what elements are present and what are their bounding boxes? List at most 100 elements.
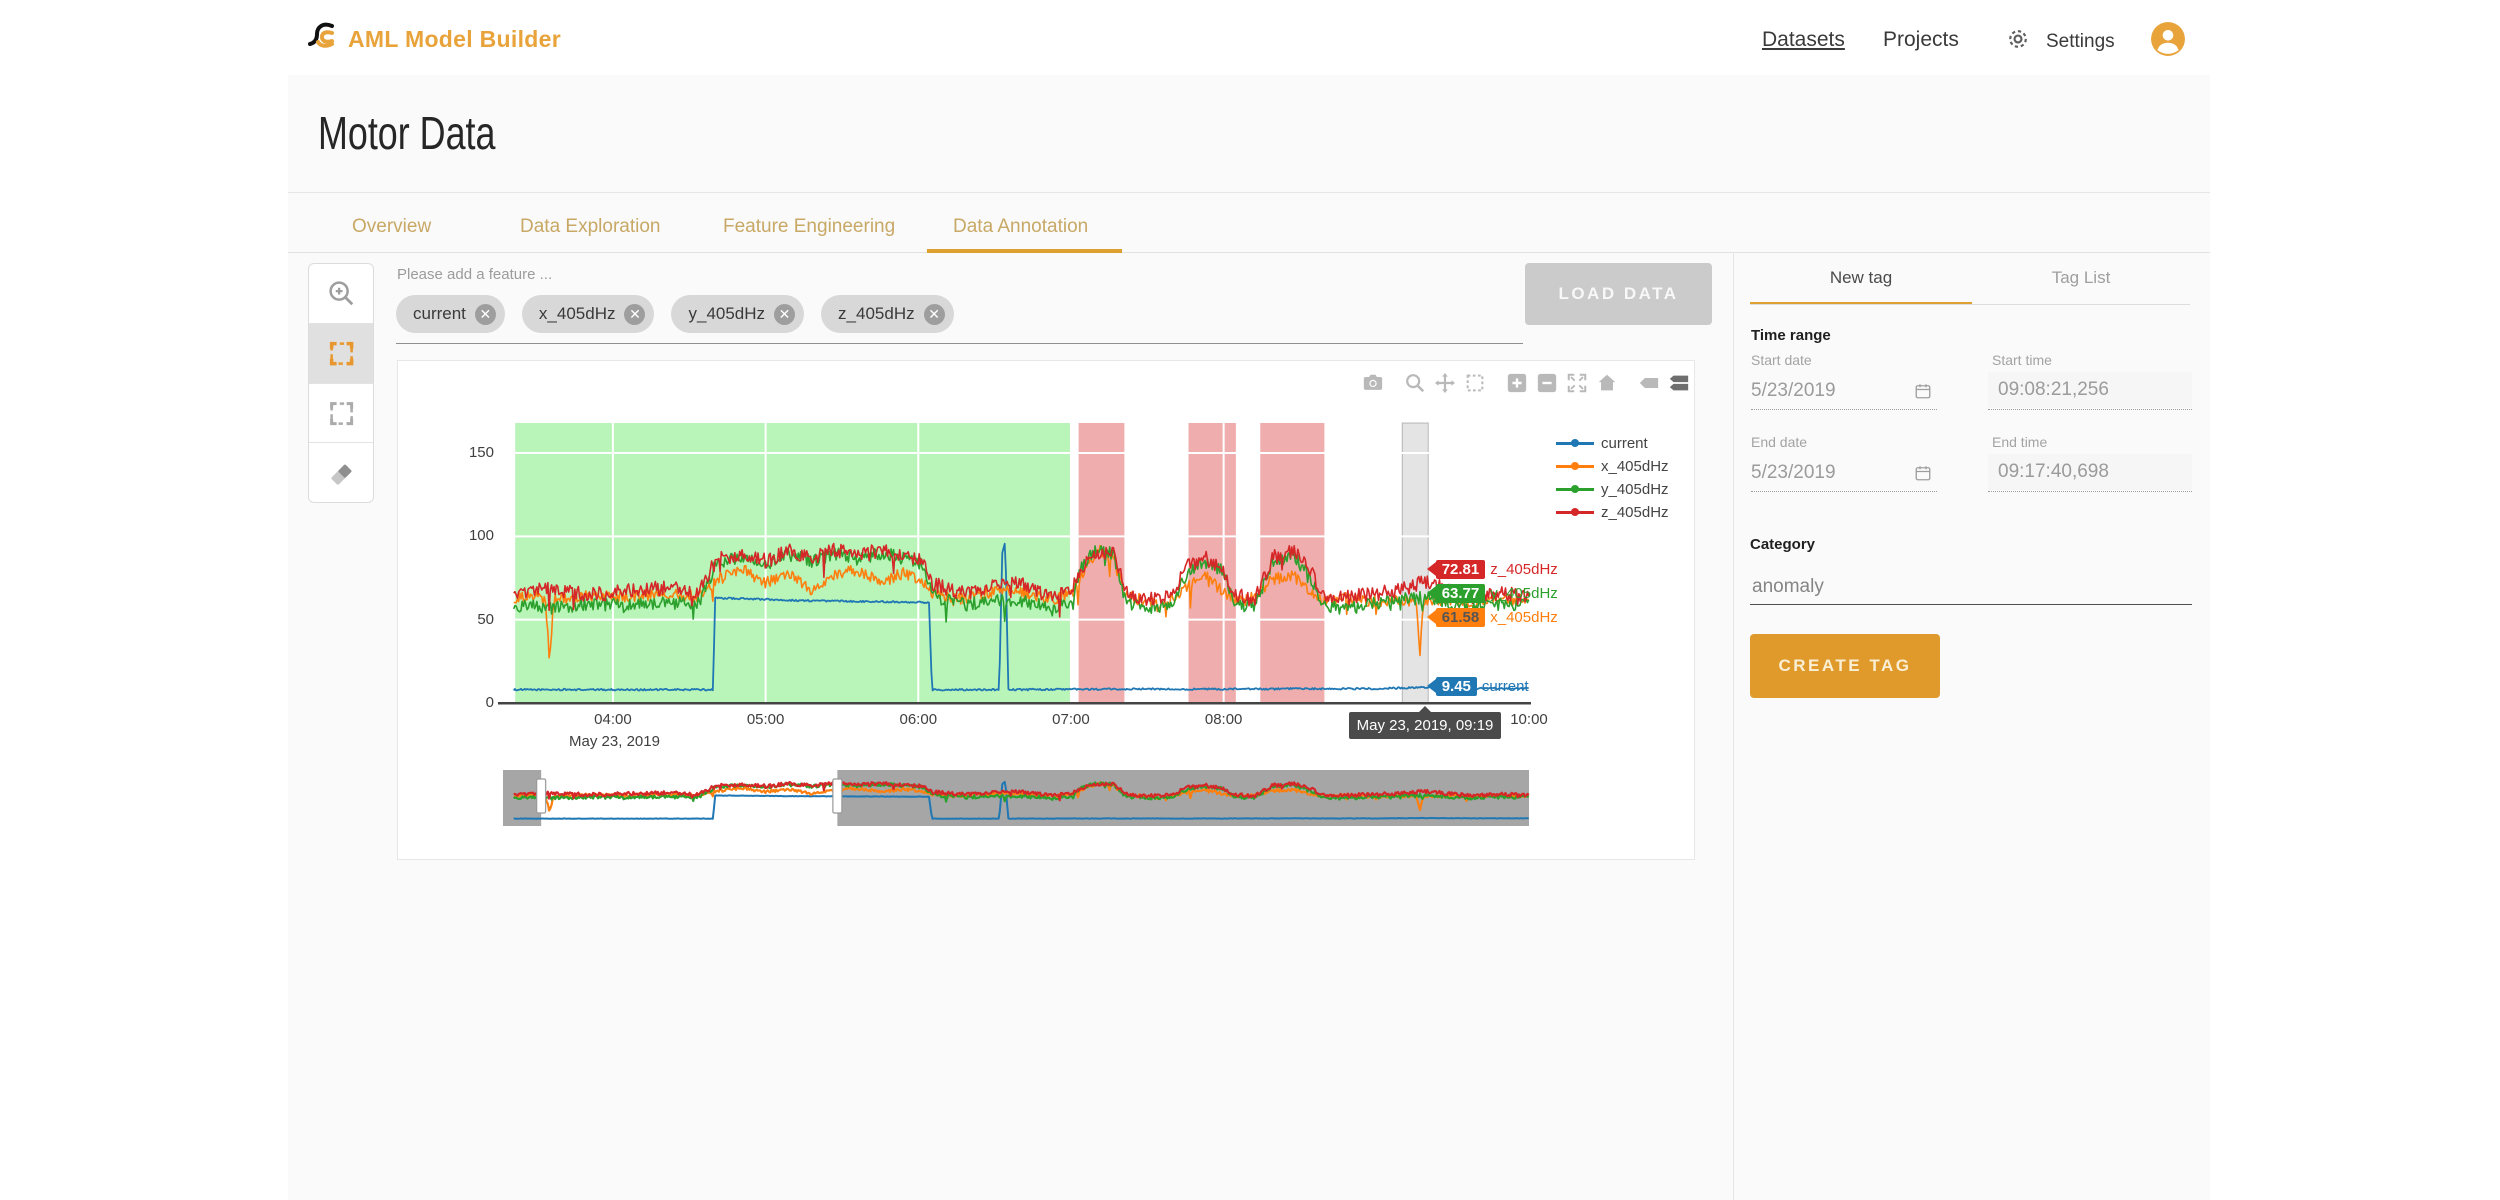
end-time-label: End time [1992,434,2048,450]
legend-item-z405dhz[interactable]: z_405dHz [1556,501,1669,524]
x-tick-05:00: 05:00 [746,711,785,728]
nav-projects[interactable]: Projects [1883,28,1959,51]
modebar-zoom-in-icon[interactable] [1506,372,1528,394]
y-tick-100: 100 [468,527,494,545]
tab-overview[interactable]: Overview [352,216,432,237]
chip-remove-icon[interactable]: ✕ [474,303,496,325]
legend-item-y405dhz[interactable]: y_405dHz [1556,478,1669,501]
feature-chip-y405dhz: y_405dHz ✕ [671,295,805,333]
app-title: AML Model Builder [348,26,561,52]
plotly-modebar [1362,372,1690,394]
x-tick-10:00: 10:00 [1510,711,1548,728]
eraser-tool[interactable] [309,443,373,502]
feature-input-underline [396,343,1523,344]
modebar-zoom-out-icon[interactable] [1536,372,1558,394]
legend-item-x405dhz[interactable]: x_405dHz [1556,455,1669,478]
legend-line [1556,485,1594,494]
feature-input-placeholder[interactable]: Please add a feature ... [397,266,553,283]
hover-label-z_405dHz: 72.81 z_405dHz [1426,558,1558,580]
legend-line [1556,439,1594,448]
tab-tag-list[interactable]: Tag List [2051,268,2111,287]
user-avatar-icon[interactable] [2150,21,2186,62]
modebar-reset-home-icon[interactable] [1596,372,1618,394]
legend-line [1556,508,1594,517]
panel-divider [1733,252,1734,1200]
end-date-underline [1751,491,1937,492]
chip-label: current [413,304,466,323]
end-date-label: End date [1751,434,1808,450]
tab-data-annotation[interactable]: Data Annotation [953,216,1089,237]
box-select-tool[interactable] [309,323,373,384]
tabs-divider [288,252,2210,253]
start-time-input[interactable]: 09:08:21,256 [1988,372,2192,408]
x-tick-04:00: 04:00 [594,711,632,728]
legend-label: y_405dHz [1601,481,1669,498]
modebar-hover-closest-icon[interactable] [1638,372,1660,394]
tab-data-exploration[interactable]: Data Exploration [520,216,661,237]
end-time-input[interactable]: 09:17:40,698 [1988,454,2192,490]
x-tick-07:00: 07:00 [1052,711,1090,728]
modebar-camera-icon[interactable] [1362,372,1384,394]
calendar-icon[interactable] [1914,464,1932,487]
panel-active-tab-underline [1750,302,1972,305]
legend-item-current[interactable]: current [1556,432,1648,455]
x-tick-06:00: 06:00 [899,711,938,728]
zoom-in-tool[interactable] [309,264,373,324]
chip-label: z_405dHz [838,304,915,323]
feature-chip-z405dhz: z_405dHz ✕ [821,295,954,333]
tab-new-tag[interactable]: New tag [1829,268,1893,287]
dashed-box-icon [330,402,354,425]
feature-chip-current: current ✕ [396,295,505,333]
y-tick-0: 0 [485,694,494,711]
chip-remove-icon[interactable]: ✕ [624,303,646,325]
legend-label: x_405dHz [1601,458,1669,475]
category-label: Category [1750,536,1816,553]
annotation-tool-palette [308,263,374,503]
load-data-button[interactable]: LOAD DATA [1525,263,1712,325]
tab-feature-engineering[interactable]: Feature Engineering [723,216,896,237]
category-input[interactable]: anomaly [1752,576,1824,597]
time-range-heading: Time range [1751,327,1831,344]
start-date-input[interactable]: 5/23/2019 [1751,380,1836,401]
chip-label: y_405dHz [688,304,766,323]
active-tab-underline [927,249,1122,253]
chip-remove-icon[interactable]: ✕ [774,303,796,325]
end-time-value: 09:17:40,698 [1998,461,2109,482]
end-time-underline [1988,491,2192,492]
modebar-box-select-icon[interactable] [1464,372,1486,394]
eraser-icon [331,464,352,485]
title-divider [288,192,2210,193]
magnifier-plus-icon [329,281,354,306]
hover-label-x_405dHz: 61.58 x_405dHz [1426,606,1558,628]
start-date-underline [1751,409,1937,410]
start-time-label: Start time [1992,352,2052,368]
settings-label[interactable]: Settings [2046,31,2115,52]
y-tick-50: 50 [477,610,494,628]
calendar-icon[interactable] [1914,382,1932,405]
chip-remove-icon[interactable]: ✕ [923,303,945,325]
modebar-pan-icon[interactable] [1434,372,1456,394]
x-axis-date-label: May 23, 2019 [569,733,660,750]
create-tag-button[interactable]: CREATE TAG [1750,634,1940,698]
y-tick-150: 150 [468,444,494,461]
hover-label-current: 9.45 current [1426,675,1529,697]
chip-label: x_405dHz [538,304,616,323]
legend-label: z_405dHz [1601,504,1669,521]
nav-datasets[interactable]: Datasets [1762,28,1845,51]
modebar-autoscale-icon[interactable] [1566,372,1588,394]
legend-label: current [1601,435,1648,452]
start-time-underline [1988,409,2192,410]
feature-chip-x405dhz: x_405dHz ✕ [521,295,655,333]
modebar-hover-compare-icon[interactable] [1668,372,1690,394]
start-date-label: Start date [1751,352,1812,368]
end-date-input[interactable]: 5/23/2019 [1751,462,1836,483]
start-time-value: 09:08:21,256 [1998,379,2109,400]
box-deselect-tool[interactable] [309,384,373,444]
app-logo-icon [308,20,338,59]
feature-chip-row: current ✕ x_405dHz ✕ y_405dHz ✕ z_405dHz… [396,295,954,333]
dashed-box-select-icon [329,342,354,366]
gear-icon[interactable] [2005,26,2031,57]
modebar-zoom-icon[interactable] [1404,372,1426,394]
legend-line [1556,462,1594,471]
